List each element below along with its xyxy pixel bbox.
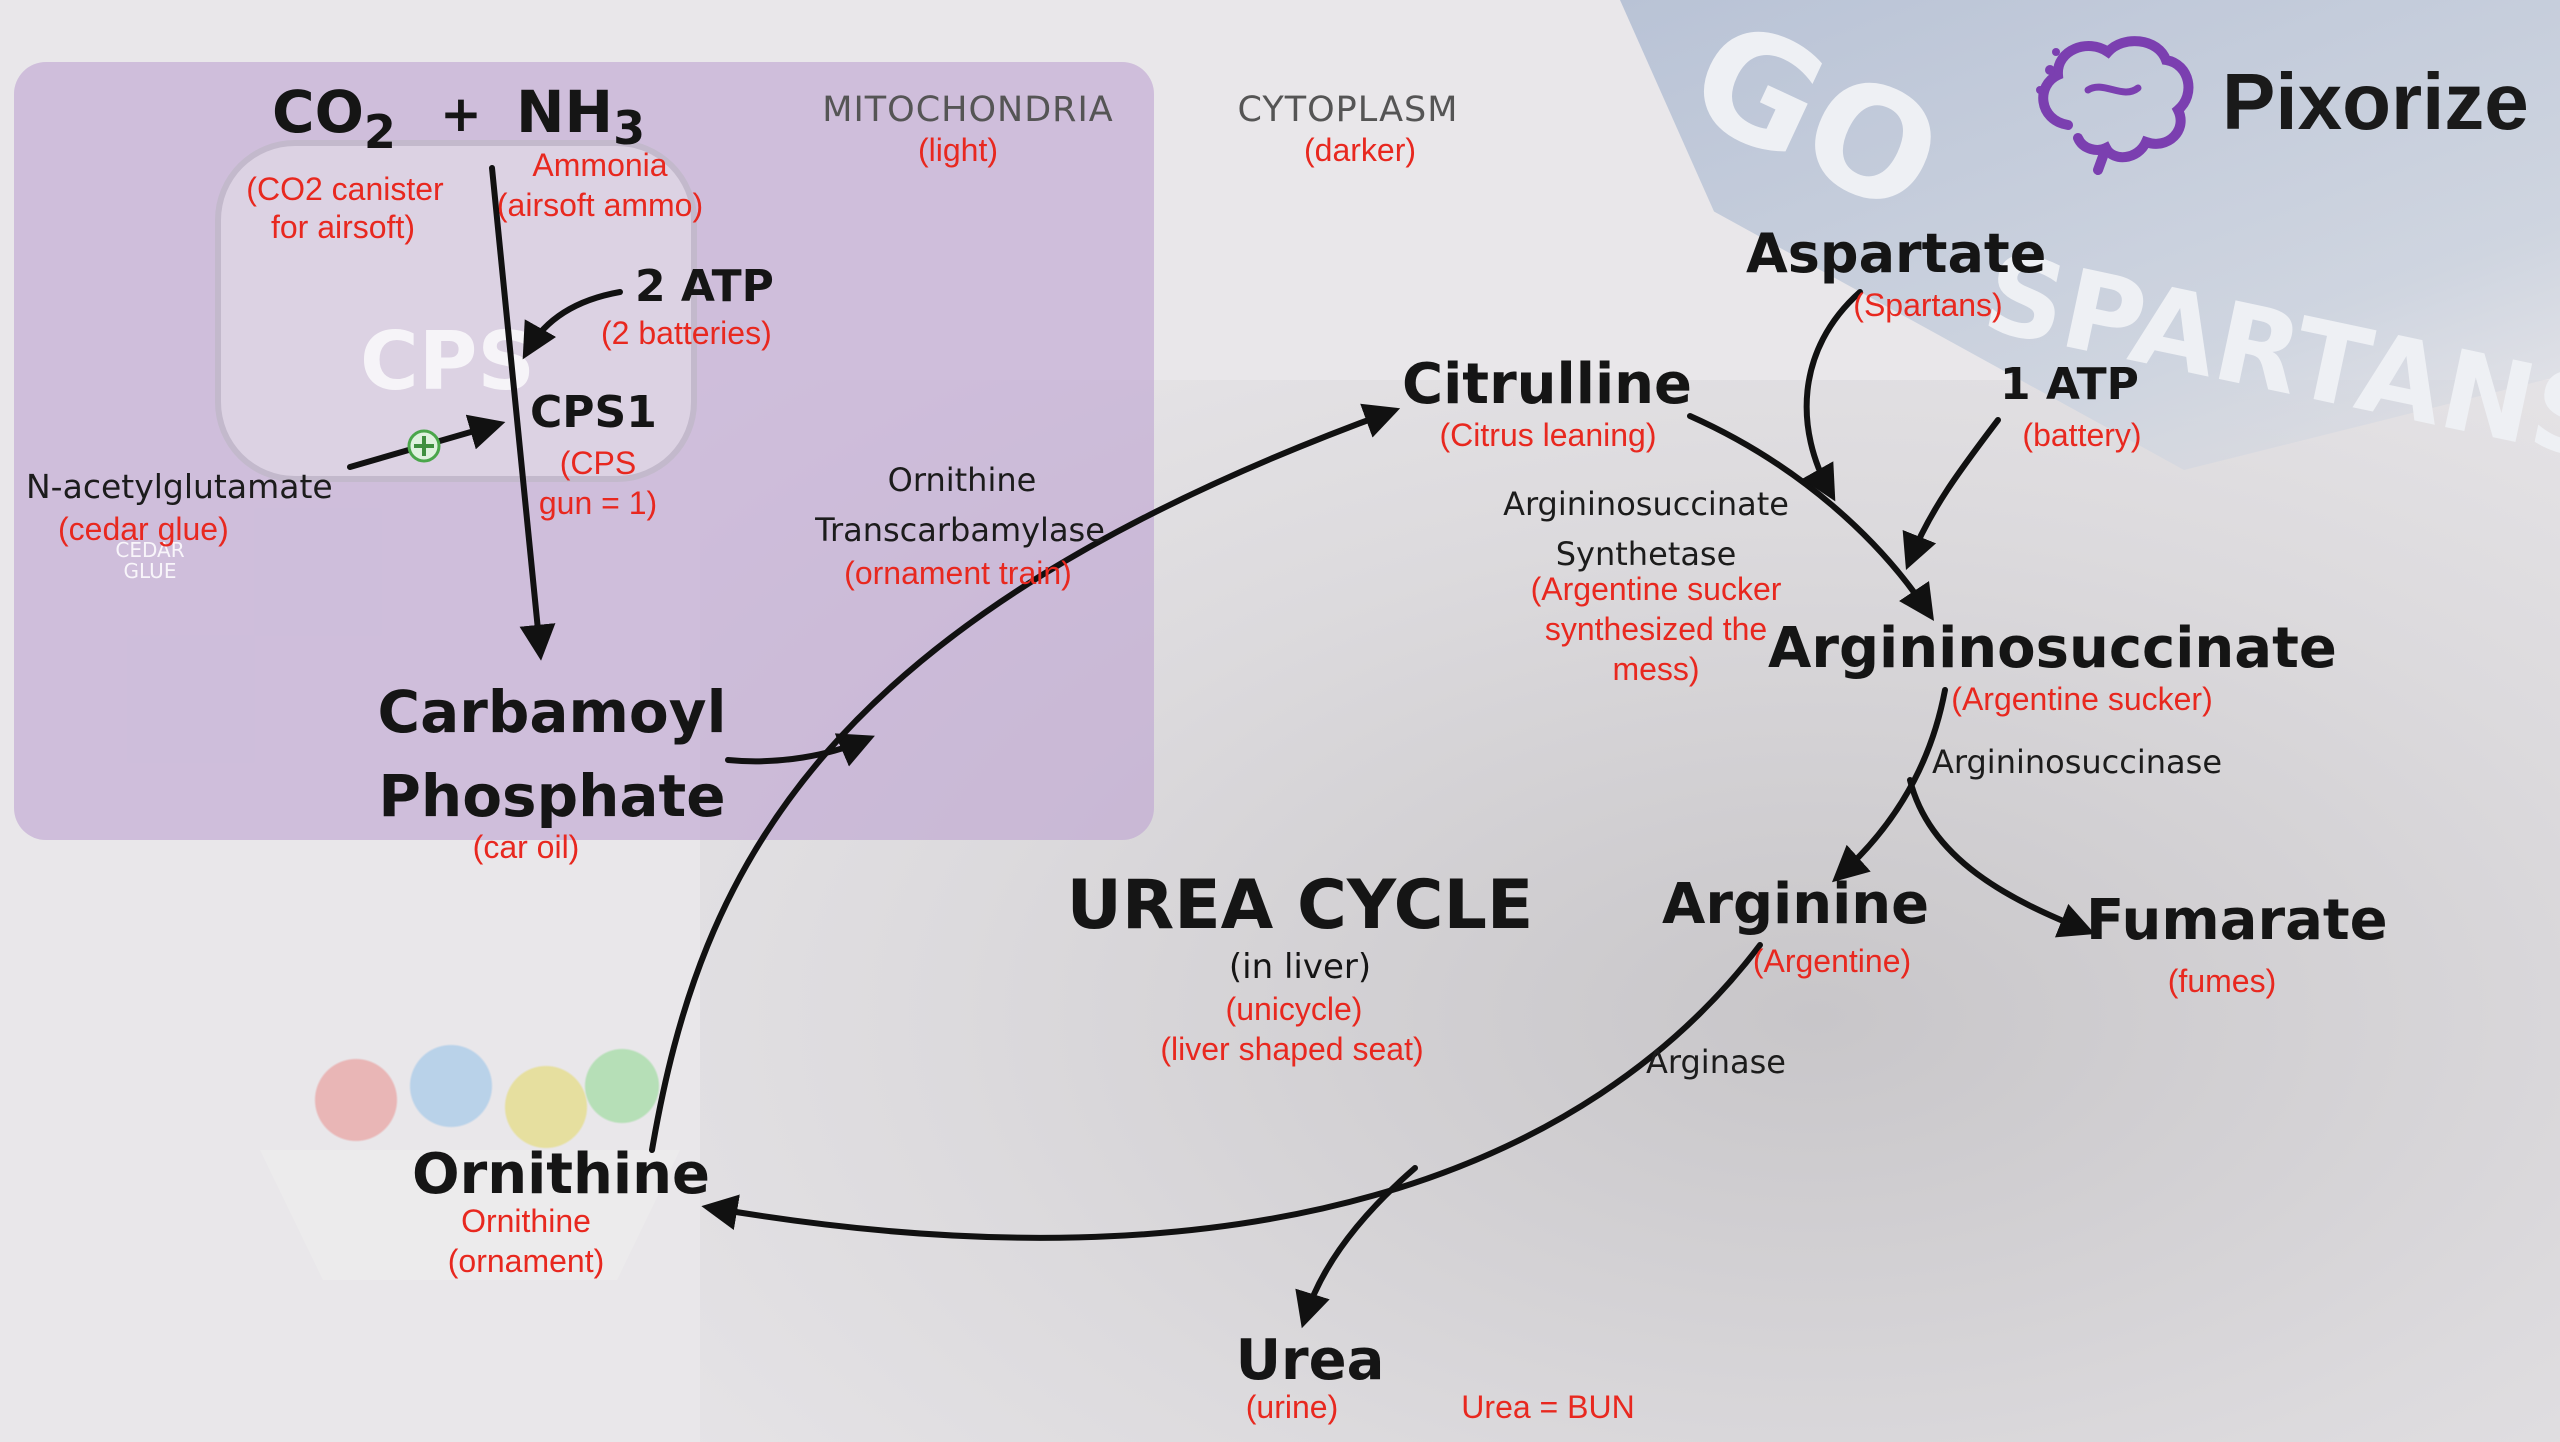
argsucc-note: (Argentine sucker) bbox=[1951, 681, 2213, 717]
region-mitochondria-note: (light) bbox=[917, 132, 999, 168]
fumarate-label: Fumarate bbox=[2086, 888, 2388, 953]
co2-note-2: for airsoft) bbox=[270, 209, 416, 245]
nag-label: N-acetylglutamate bbox=[26, 467, 333, 506]
arrow-ornithine-to-citrulline bbox=[649, 403, 1401, 1153]
cps1-label: CPS1 bbox=[530, 387, 657, 438]
ass-note-1: (Argentine sucker bbox=[1530, 571, 1782, 607]
otc-label-1: Ornithine bbox=[887, 461, 1037, 499]
arrow-aspartate-join bbox=[1801, 289, 1863, 502]
co2-label: CO2 bbox=[272, 78, 396, 159]
title-sub: (in liver) bbox=[1228, 947, 1372, 987]
brand-name: Pixorize bbox=[2222, 57, 2529, 146]
arrow-citrulline-to-argsucc bbox=[1687, 413, 1934, 621]
arrow-atp1-join bbox=[1902, 417, 2001, 571]
urea-note: (urine) bbox=[1245, 1389, 1339, 1425]
brain-icon bbox=[2036, 36, 2194, 175]
otc-note: (ornament train) bbox=[844, 555, 1072, 591]
ornaments-shape bbox=[280, 1030, 660, 1170]
nh3-label: NH3 bbox=[516, 78, 646, 155]
title-note-2: (liver shaped seat) bbox=[1160, 1031, 1424, 1067]
fumarate-note: (fumes) bbox=[2167, 963, 2277, 999]
atp1-note: (battery) bbox=[2022, 417, 2142, 453]
asl-label: Argininosuccinase bbox=[1932, 743, 2222, 781]
arrow-argsucc-to-fumarate bbox=[1907, 777, 2096, 938]
otc-label-2: Transcarbamylase bbox=[815, 511, 1105, 549]
arginine-note: (Argentine) bbox=[1752, 943, 1912, 979]
arginase-label: Arginase bbox=[1646, 1043, 1786, 1081]
title-note-1: (unicycle) bbox=[1225, 991, 1363, 1027]
arrow-nh3-to-carbamoyl bbox=[489, 165, 556, 661]
ornithine-note-1: Ornithine bbox=[461, 1203, 591, 1239]
argsucc-label: Argininosuccinate bbox=[1768, 616, 2337, 681]
arrow-atp2-to-cps1 bbox=[522, 289, 623, 360]
region-mitochondria-label: MITOCHONDRIA bbox=[822, 90, 1114, 130]
citrulline-label: Citrulline bbox=[1402, 352, 1692, 417]
arrow-carbamoyl-to-otc bbox=[725, 733, 875, 767]
aspartate-note: (Spartans) bbox=[1853, 287, 2003, 323]
carbamoyl-label-2: Phosphate bbox=[378, 762, 726, 830]
co2-note-1: (CO2 canister bbox=[246, 171, 444, 207]
ornithine-label: Ornithine bbox=[412, 1142, 710, 1207]
region-cytoplasm-label: CYTOPLASM bbox=[1237, 90, 1459, 130]
arrow-arginine-to-ornithine bbox=[701, 942, 1763, 1241]
citrulline-note: (Citrus leaning) bbox=[1439, 417, 1657, 453]
ass-note-3: mess) bbox=[1612, 651, 1700, 687]
region-cytoplasm-note: (darker) bbox=[1303, 132, 1417, 168]
nag-note: (cedar glue) bbox=[58, 511, 229, 547]
aspartate-label: Aspartate bbox=[1746, 222, 2047, 285]
atp2-note: (2 batteries) bbox=[601, 315, 772, 351]
glue-text: CEDAR GLUE bbox=[115, 538, 185, 583]
nh3-note-1: Ammonia bbox=[532, 147, 668, 183]
ass-note-2: synthesized the bbox=[1544, 611, 1768, 647]
urea-label: Urea bbox=[1235, 1328, 1385, 1393]
carbamoyl-note: (car oil) bbox=[472, 829, 580, 865]
atp2-label: 2 ATP bbox=[635, 261, 774, 312]
urea-bun-note: Urea = BUN bbox=[1461, 1389, 1635, 1425]
cps1-note-2: gun = 1) bbox=[538, 485, 658, 521]
ass-label-1: Argininosuccinate bbox=[1503, 485, 1789, 523]
plus-sign: + bbox=[440, 85, 482, 143]
title-main: UREA CYCLE bbox=[1066, 866, 1534, 945]
arrow-to-urea bbox=[1295, 1165, 1418, 1329]
ass-label-2: Synthetase bbox=[1555, 535, 1737, 573]
arginine-label: Arginine bbox=[1662, 872, 1930, 937]
canister-shape bbox=[215, 140, 697, 482]
atp1-label: 1 ATP bbox=[2000, 359, 2139, 410]
cps1-note-1: (CPS bbox=[559, 445, 637, 481]
ornithine-note-2: (ornament) bbox=[447, 1243, 605, 1279]
plus-circle-icon bbox=[407, 429, 441, 463]
carbamoyl-label-1: Carbamoyl bbox=[377, 678, 727, 746]
nh3-note-2: (airsoft ammo) bbox=[496, 187, 704, 223]
ornament-basket-shape bbox=[260, 1150, 680, 1280]
arrow-argsucc-to-arginine bbox=[1831, 687, 1948, 883]
